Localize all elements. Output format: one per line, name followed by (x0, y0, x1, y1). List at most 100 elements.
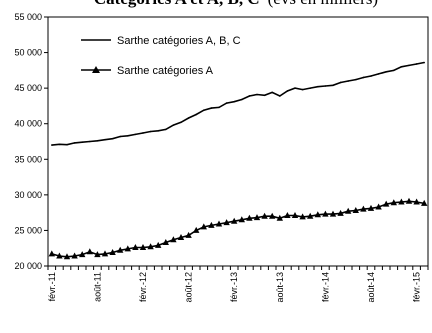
series-2-point (155, 241, 162, 248)
series-1-point (317, 85, 319, 88)
series-1-point (294, 87, 296, 89)
y-tick-label: 35 000 (14, 154, 42, 164)
chart-title-main: Catégories A et A, B, C (94, 0, 260, 8)
series-2-point (139, 244, 147, 250)
series-1-point (301, 88, 304, 91)
x-tick-label: août-13 (275, 272, 285, 303)
series-1-point (187, 117, 190, 119)
series-1-point (210, 107, 213, 109)
series-2-point (375, 203, 382, 210)
x-tick-label: août-14 (366, 272, 376, 303)
series-2-point (360, 205, 367, 212)
series-1-point (415, 63, 418, 65)
x-tick-label: août-12 (184, 272, 194, 303)
series-2-point (193, 226, 200, 233)
y-tick-label: 50 000 (14, 48, 42, 58)
series-1-point (119, 135, 121, 138)
x-tick-label: févr.-12 (138, 272, 148, 302)
series-1-point (377, 73, 380, 75)
y-tick-label: 45 000 (14, 83, 42, 93)
series-1-point (332, 84, 334, 87)
series-2-point (124, 245, 131, 252)
series-1-point (355, 78, 357, 81)
series-1-point (218, 106, 220, 109)
y-tick-label: 40 000 (14, 119, 42, 129)
series-1-point (111, 137, 114, 140)
series-2-point (48, 250, 55, 257)
series-2-point (291, 212, 299, 218)
legend: Sarthe catégories A, B, C Sarthe catégor… (81, 35, 241, 77)
series-1-point (256, 93, 258, 96)
series-1-point (233, 100, 235, 103)
series-1-point (385, 70, 388, 73)
series-1-point (142, 132, 144, 134)
series-2-point (276, 214, 283, 221)
series-line-2 (51, 200, 425, 258)
series-2-point (86, 248, 93, 255)
y-tick-label: 30 000 (14, 190, 42, 200)
series-2-point (269, 212, 276, 219)
series-2-point (367, 204, 375, 211)
y-tick-label: 55 000 (14, 12, 42, 22)
series-2-point (390, 199, 397, 206)
series-1-point (271, 91, 274, 94)
x-tick-label: févr.-14 (320, 272, 330, 302)
series-2-point (352, 207, 359, 213)
x-tick-label: août-11 (92, 272, 102, 302)
series-1-point (400, 66, 403, 68)
series-1-point (279, 95, 281, 97)
series-1-point (96, 139, 99, 142)
series-1-point (127, 135, 129, 137)
series-2-point (322, 210, 329, 217)
series-1-point (408, 64, 410, 67)
series-1-point (248, 95, 251, 97)
series-1-point (370, 75, 372, 77)
series-1-point (203, 109, 205, 111)
series-2-point (383, 200, 390, 207)
y-tick-label: 20 000 (14, 261, 42, 271)
series-2-point (284, 212, 291, 218)
series-1-point (172, 124, 175, 126)
series-1-point (104, 138, 106, 141)
series-2-point (299, 213, 306, 220)
series-1-point (81, 141, 83, 144)
series-1-point (73, 142, 76, 144)
series-1-point (149, 130, 152, 133)
series-2-point (223, 219, 230, 226)
series-2-point (421, 199, 428, 206)
series-2-point (94, 251, 101, 258)
series-2-point (200, 223, 207, 230)
series-1-point (225, 102, 228, 104)
x-tick-label: févr.-13 (229, 272, 239, 302)
series-1-point (134, 133, 137, 136)
series-2-point (63, 253, 71, 260)
series-1-point (89, 140, 91, 143)
series-2-point (56, 252, 63, 259)
series-2-point (413, 198, 420, 205)
series-1-point (66, 143, 68, 146)
legend-marker-series-2 (92, 66, 100, 73)
series-2-point (132, 244, 139, 250)
series-2-point (170, 236, 177, 243)
series-1-point (423, 61, 426, 64)
series-2-point (185, 231, 192, 238)
series-1-point (362, 76, 365, 79)
legend-label-series-1: Sarthe catégories A, B, C (117, 35, 241, 47)
series-2-point (398, 198, 405, 205)
series-2-point (231, 217, 238, 224)
series-2-point (329, 210, 337, 217)
series-2-point (405, 197, 413, 204)
series-2-point (117, 246, 124, 253)
series-1-point (309, 87, 312, 89)
series-1-point (339, 81, 342, 84)
series-2-point (307, 212, 314, 219)
series-2-point (71, 252, 78, 259)
plot-area (47, 16, 429, 267)
series-1-point (180, 121, 182, 124)
x-tick-label: févr.-15 (412, 272, 422, 302)
series-2-point (109, 249, 116, 255)
series-1-point (165, 128, 167, 131)
series-2-point (314, 211, 321, 218)
series-1-point (195, 113, 197, 116)
